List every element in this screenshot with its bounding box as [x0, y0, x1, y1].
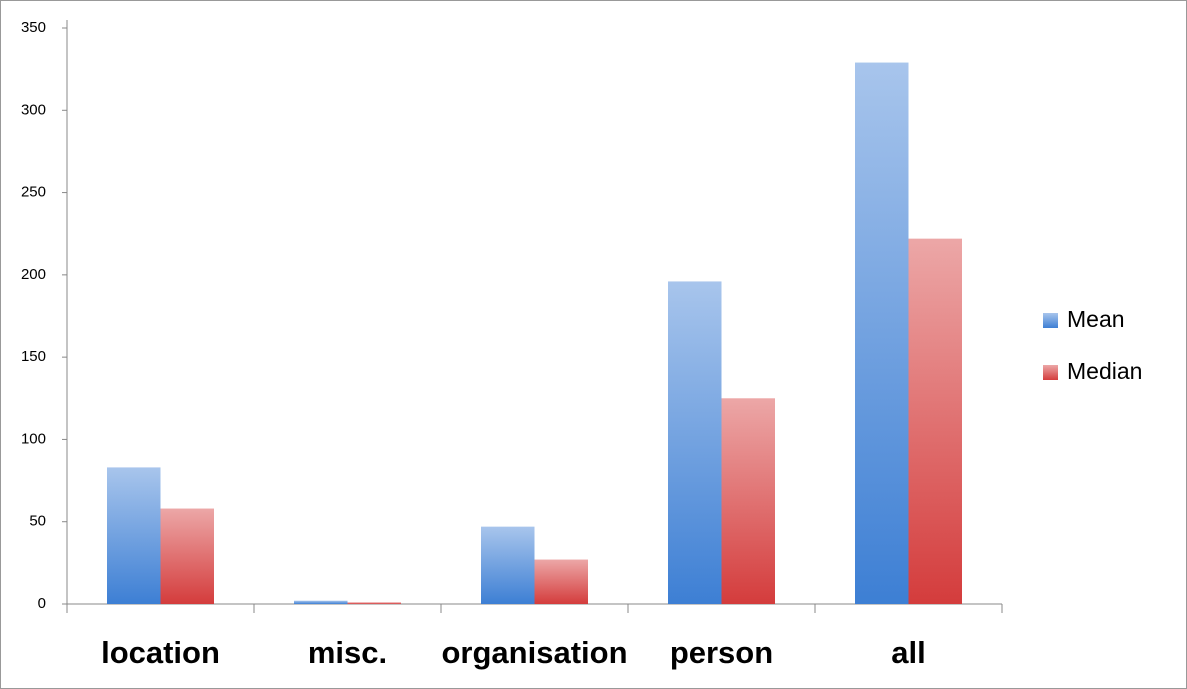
bar [668, 281, 722, 604]
x-tick-label: all [891, 635, 925, 670]
x-tick-label: location [101, 635, 220, 670]
bar [481, 526, 535, 604]
y-tick-label: 150 [21, 348, 46, 365]
bar [908, 238, 962, 604]
y-tick-label: 50 [29, 513, 46, 530]
legend-label: Median [1067, 358, 1142, 384]
y-tick-label: 300 [21, 101, 46, 118]
bar [721, 398, 775, 604]
y-tick-label: 250 [21, 184, 46, 201]
bar [294, 600, 348, 604]
legend-swatch [1043, 313, 1058, 328]
y-tick-label: 100 [21, 430, 46, 447]
x-tick-label: organisation [441, 635, 627, 670]
x-tick-label: misc. [308, 635, 387, 670]
y-tick-label: 350 [21, 19, 46, 36]
x-tick-label: person [670, 635, 773, 670]
bar [160, 508, 214, 604]
y-tick-label: 200 [21, 266, 46, 283]
legend-swatch [1043, 365, 1058, 380]
y-tick-label: 0 [38, 595, 46, 612]
bar [534, 559, 588, 604]
legend-label: Mean [1067, 306, 1125, 332]
bar [107, 467, 161, 604]
bar [855, 62, 909, 605]
bar [347, 602, 401, 604]
